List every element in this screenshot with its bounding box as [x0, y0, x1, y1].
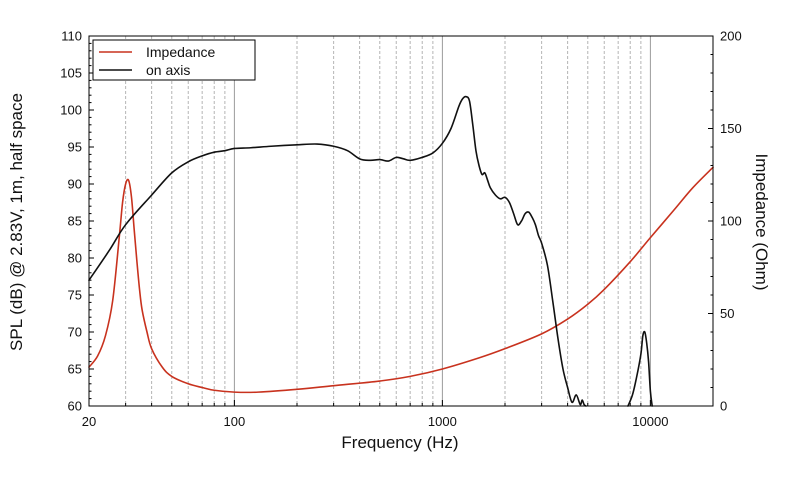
- tick-labels: 20 100 1000 10000 60 65 70 75 80 85 90 95 100 105 110 0…: [60, 29, 741, 430]
- series-lines: [88, 95, 714, 407]
- x-tick-label: 1000: [428, 414, 457, 429]
- axis-ticks: [88, 35, 714, 407]
- y-tick-label: 105: [60, 66, 82, 81]
- grid: [88, 36, 714, 406]
- y-tick-label: 65: [68, 362, 82, 377]
- y-tick-label: 90: [68, 177, 82, 192]
- y-tick-label: 80: [68, 251, 82, 266]
- legend-label-on-axis: on axis: [146, 62, 190, 78]
- y2-tick-label: 0: [720, 399, 727, 414]
- series-line-impedance: [88, 166, 714, 394]
- plot-frame: [88, 35, 714, 407]
- legend: Impedance on axis: [92, 39, 256, 81]
- x-tick-label: 100: [224, 414, 246, 429]
- y-tick-label: 85: [68, 214, 82, 229]
- y2-tick-label: 150: [720, 121, 742, 136]
- legend-label-impedance: Impedance: [146, 44, 215, 60]
- y-tick-label: 75: [68, 288, 82, 303]
- x-tick-label: 20: [82, 414, 96, 429]
- y2-tick-label: 50: [720, 306, 734, 321]
- y2-tick-label: 100: [720, 214, 742, 229]
- legend-box: [92, 39, 256, 81]
- y-tick-label: 110: [61, 29, 82, 44]
- y-tick-label: 100: [60, 103, 82, 118]
- y-tick-label: 60: [68, 399, 82, 414]
- series-line-on-axis-segment-2: [627, 330, 653, 407]
- y2-tick-label: 200: [720, 29, 742, 44]
- y2-axis-label: Impedance (Ohm): [752, 154, 771, 291]
- x-tick-label: 10000: [632, 414, 668, 429]
- y-axis-label: SPL (dB) @ 2.83V, 1m, half space: [7, 93, 26, 351]
- series-line-on-axis: [88, 95, 587, 407]
- y-tick-label: 95: [68, 140, 82, 155]
- y-tick-label: 70: [68, 325, 82, 340]
- x-axis-label: Frequency (Hz): [341, 433, 458, 452]
